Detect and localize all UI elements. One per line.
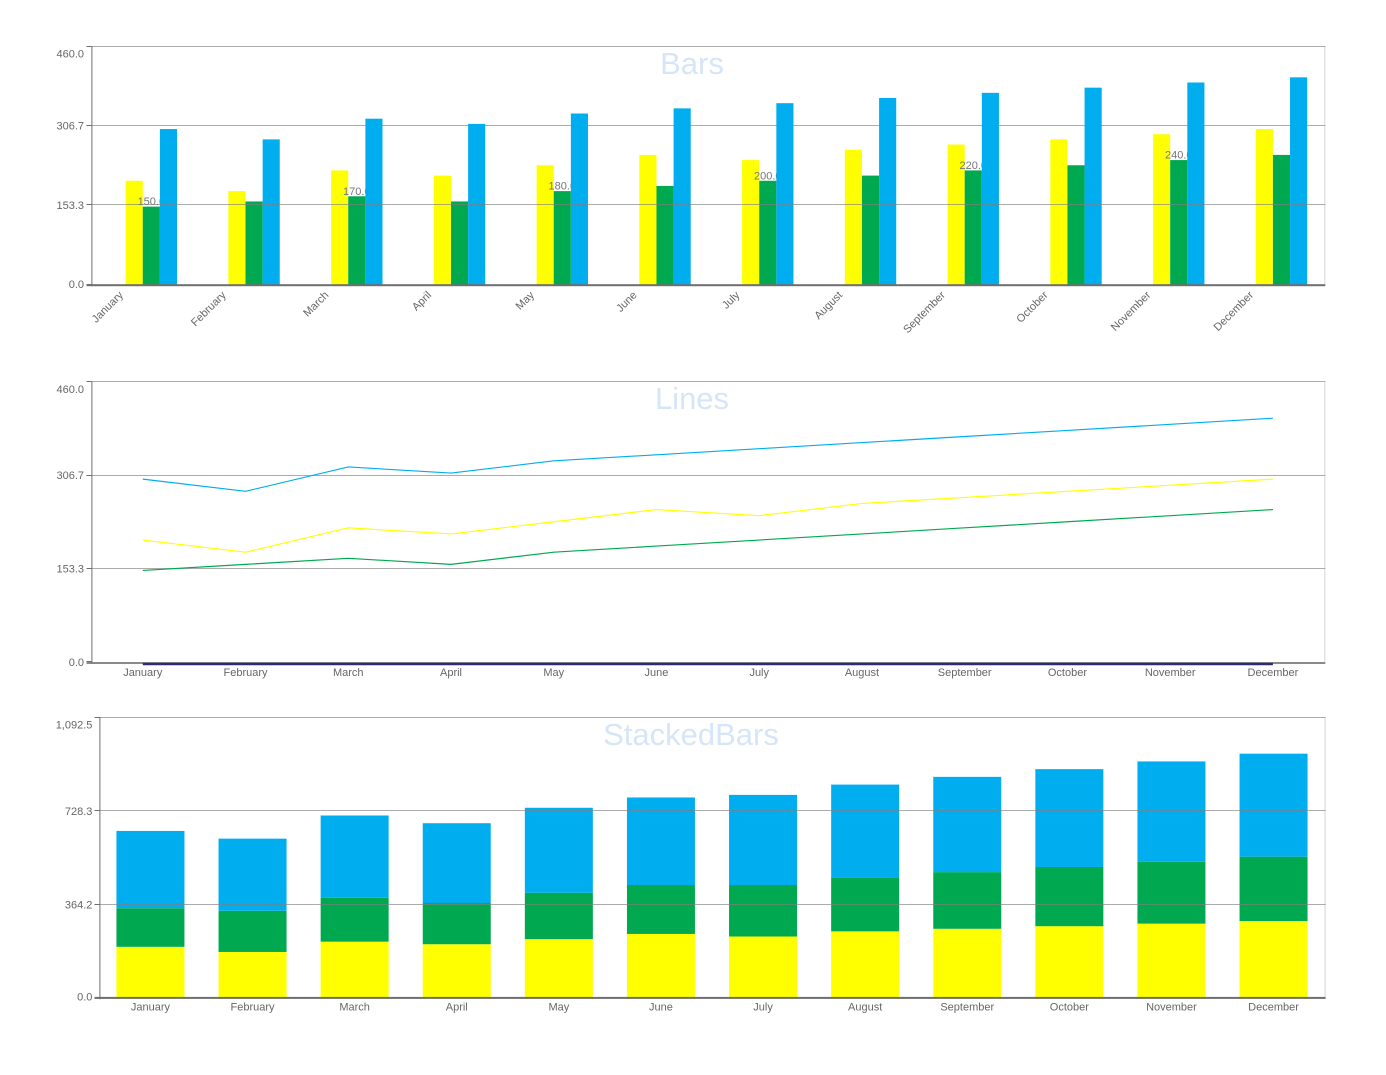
svg-text:May: May <box>548 1001 569 1013</box>
svg-text:August: August <box>845 667 879 679</box>
svg-text:September: September <box>940 1001 994 1013</box>
svg-text:April: April <box>440 667 462 679</box>
svg-text:June: June <box>645 667 669 679</box>
svg-text:0.0: 0.0 <box>69 657 84 669</box>
svg-text:January: January <box>123 667 163 679</box>
svg-text:August: August <box>848 1001 882 1013</box>
svg-text:153.3: 153.3 <box>56 563 84 575</box>
svg-text:October: October <box>1048 667 1087 679</box>
svg-text:0.0: 0.0 <box>69 279 84 291</box>
svg-text:July: July <box>753 1001 773 1013</box>
svg-text:200.0: 200.0 <box>754 170 782 182</box>
svg-text:364.2: 364.2 <box>65 900 93 912</box>
svg-text:460.0: 460.0 <box>56 49 84 61</box>
svg-text:May: May <box>543 667 564 679</box>
svg-text:728.3: 728.3 <box>65 806 93 818</box>
svg-text:September: September <box>938 667 992 679</box>
svg-text:January: January <box>131 1001 171 1013</box>
svg-text:153.3: 153.3 <box>56 200 84 212</box>
svg-text:February: February <box>231 1001 276 1013</box>
svg-text:150.0: 150.0 <box>138 196 166 208</box>
svg-text:170.0: 170.0 <box>343 186 371 198</box>
svg-text:March: March <box>339 1001 370 1013</box>
svg-text:December: December <box>1248 667 1299 679</box>
svg-text:306.7: 306.7 <box>56 121 84 133</box>
svg-text:306.7: 306.7 <box>56 470 84 482</box>
svg-text:November: November <box>1145 667 1196 679</box>
svg-text:April: April <box>446 1001 468 1013</box>
svg-text:StackedBars: StackedBars <box>603 717 779 752</box>
svg-text:February: February <box>223 667 268 679</box>
svg-text:March: March <box>333 667 364 679</box>
svg-text:460.0: 460.0 <box>56 384 84 396</box>
svg-text:1,092.5: 1,092.5 <box>56 719 93 731</box>
svg-text:0.0: 0.0 <box>77 991 92 1003</box>
svg-text:240.0: 240.0 <box>1165 150 1193 162</box>
svg-text:June: June <box>649 1001 673 1013</box>
svg-text:Bars: Bars <box>660 46 724 81</box>
svg-text:July: July <box>749 667 769 679</box>
svg-text:Lines: Lines <box>655 381 729 416</box>
svg-text:November: November <box>1146 1001 1197 1013</box>
svg-text:220.0: 220.0 <box>960 160 988 172</box>
svg-text:180.0: 180.0 <box>549 181 577 193</box>
svg-text:October: October <box>1050 1001 1089 1013</box>
svg-text:December: December <box>1248 1001 1299 1013</box>
